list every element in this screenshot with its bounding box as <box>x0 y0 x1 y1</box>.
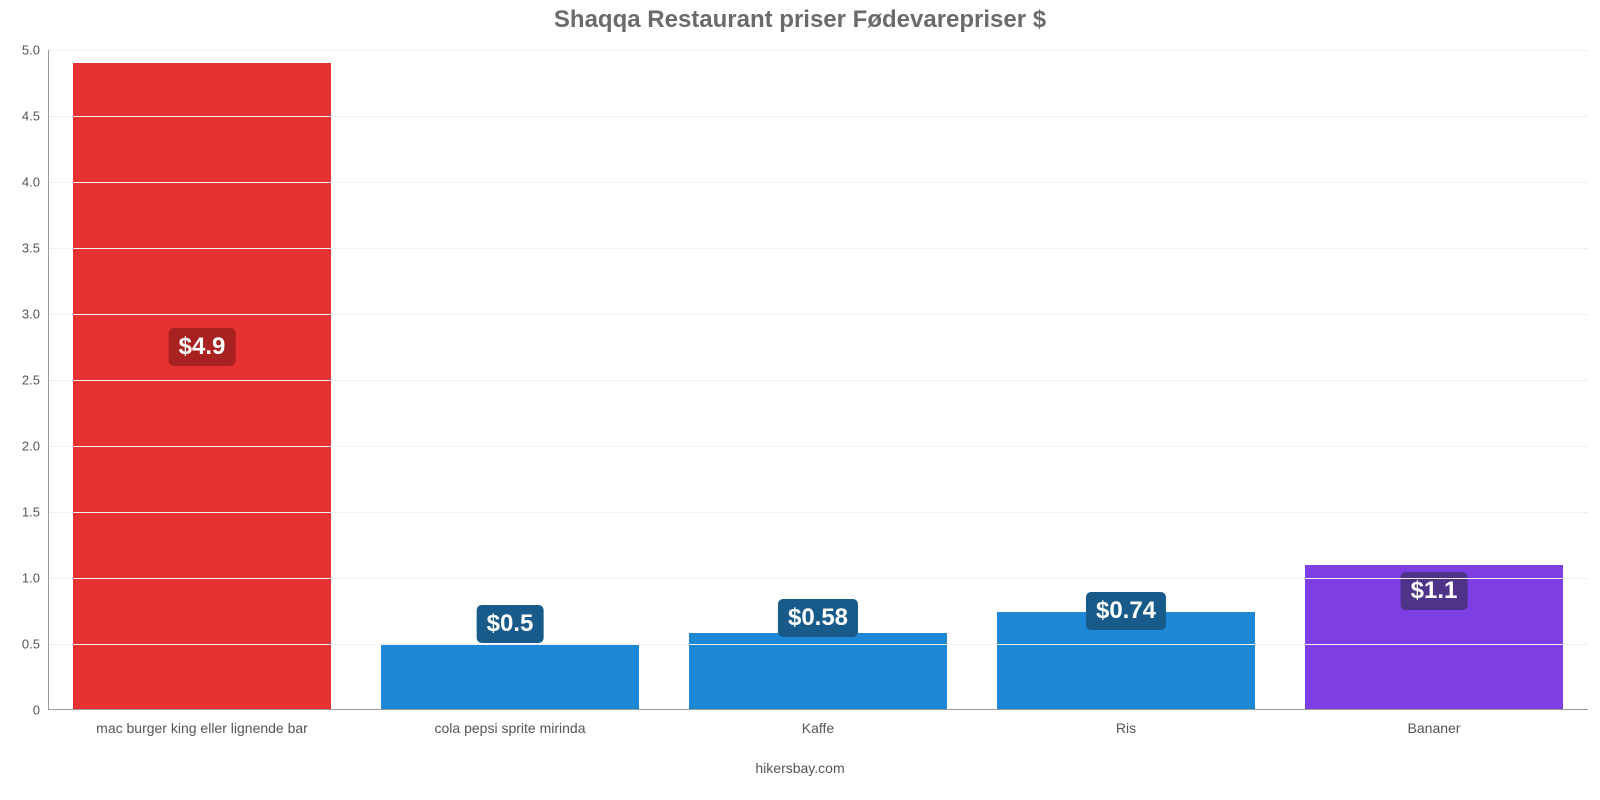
grid-line <box>48 248 1588 249</box>
grid-line <box>48 512 1588 513</box>
x-tick-label: Kaffe <box>802 720 834 736</box>
grid-line <box>48 314 1588 315</box>
chart-container: Shaqqa Restaurant priser Fødevarepriser … <box>0 0 1600 800</box>
chart-footer: hikersbay.com <box>0 760 1600 776</box>
y-tick-label: 3.0 <box>22 307 40 322</box>
y-tick-label: 0 <box>33 703 40 718</box>
grid-line <box>48 644 1588 645</box>
bar <box>381 644 640 710</box>
bar <box>73 63 332 710</box>
grid-line <box>48 380 1588 381</box>
x-tick-label: Ris <box>1116 720 1136 736</box>
y-tick-label: 3.5 <box>22 241 40 256</box>
y-tick-label: 2.0 <box>22 439 40 454</box>
chart-title: Shaqqa Restaurant priser Fødevarepriser … <box>0 6 1600 34</box>
y-tick-label: 2.5 <box>22 373 40 388</box>
y-tick-label: 1.0 <box>22 571 40 586</box>
y-axis <box>48 50 49 710</box>
value-badge: $0.58 <box>778 599 858 637</box>
y-tick-label: 4.5 <box>22 109 40 124</box>
x-tick-label: Bananer <box>1408 720 1461 736</box>
grid-line <box>48 182 1588 183</box>
plot-area: $4.9mac burger king eller lignende bar$0… <box>48 50 1588 710</box>
x-tick-label: cola pepsi sprite mirinda <box>435 720 586 736</box>
grid-line <box>48 446 1588 447</box>
y-tick-label: 5.0 <box>22 43 40 58</box>
y-tick-label: 0.5 <box>22 637 40 652</box>
grid-line <box>48 116 1588 117</box>
grid-line <box>48 578 1588 579</box>
value-badge: $0.74 <box>1086 592 1166 630</box>
x-tick-label: mac burger king eller lignende bar <box>96 720 308 736</box>
grid-line <box>48 50 1588 51</box>
value-badge: $0.5 <box>477 605 544 643</box>
y-tick-label: 4.0 <box>22 175 40 190</box>
x-axis <box>48 709 1588 710</box>
value-badge: $4.9 <box>169 328 236 366</box>
y-tick-label: 1.5 <box>22 505 40 520</box>
